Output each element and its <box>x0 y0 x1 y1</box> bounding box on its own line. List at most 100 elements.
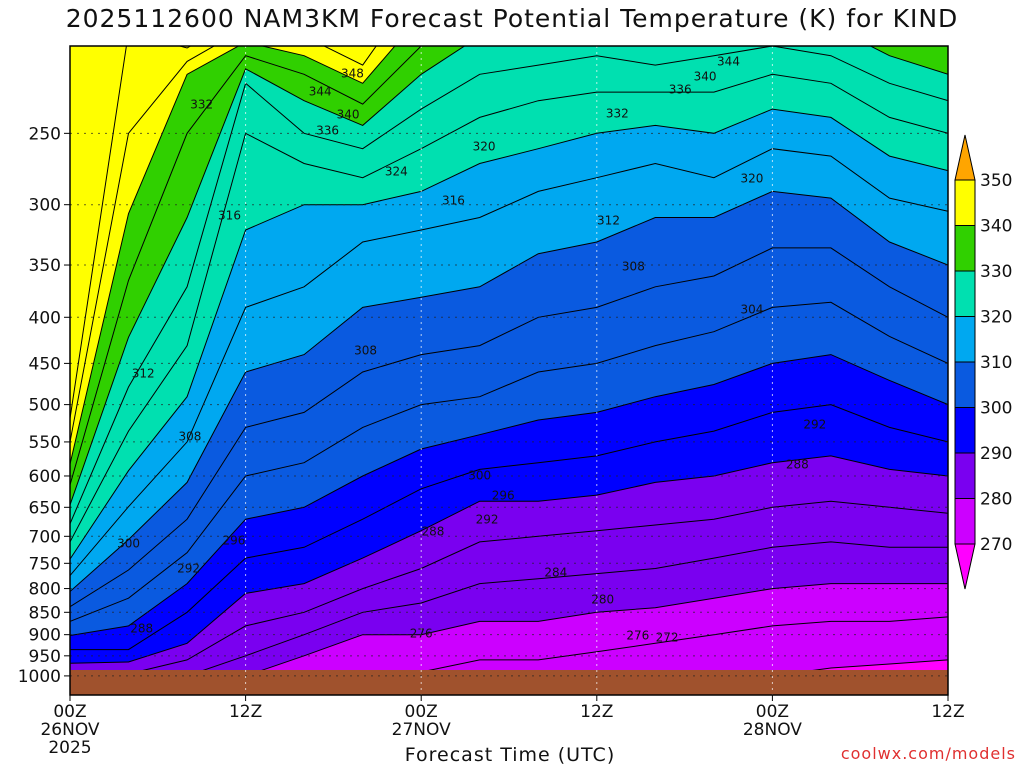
x-tick-label: 28NOV <box>743 720 802 740</box>
isentrope-300 <box>70 354 948 636</box>
y-tick-label: 300 <box>29 196 61 216</box>
contour-label: 292 <box>803 418 826 432</box>
band-above-340 <box>70 46 395 465</box>
isentrope-292 <box>70 455 948 664</box>
colorbar-label: 300 <box>980 399 1012 419</box>
contour-label: 324 <box>385 165 408 179</box>
contour-label: 292 <box>177 562 200 576</box>
axes: 250 300 350 400 450 500 550 600 650 700 750 800 850 9… <box>18 45 965 758</box>
contour-label: 272 <box>656 631 679 645</box>
isentrope-336 <box>70 46 948 486</box>
colorbar-arrow-top <box>954 134 976 181</box>
band-above-348 <box>70 46 363 419</box>
isentrope-332 <box>70 46 948 506</box>
isentrope-320 <box>70 108 948 560</box>
x-tick-label: 12Z <box>229 702 262 722</box>
contour-label: 340 <box>694 70 717 84</box>
x-tick-label: 26NOV <box>40 720 99 740</box>
contour-label: 344 <box>717 55 740 69</box>
colorbar-swatch <box>954 452 976 499</box>
contour-label: 316 <box>442 194 465 208</box>
colorbar: 350 340 330 320 310 300 290 280 270 <box>954 134 1012 590</box>
y-tick-label: 750 <box>29 554 61 574</box>
contour-label: 304 <box>740 303 763 317</box>
isentrope-316 <box>70 148 948 576</box>
colorbar-swatch <box>954 407 976 454</box>
y-tick-label: 450 <box>29 354 61 374</box>
contour-label: 320 <box>473 140 496 154</box>
isentrope-324 <box>70 73 948 543</box>
isentrope-312 <box>70 190 948 592</box>
y-tick-label: 650 <box>29 498 61 518</box>
y-tick-label: 600 <box>29 467 61 487</box>
contour-label: 308 <box>354 344 377 358</box>
contour-label: 292 <box>476 513 499 527</box>
isentrope-288 <box>70 500 948 677</box>
y-tick-label: 500 <box>29 396 61 416</box>
contour-label: 344 <box>309 85 332 99</box>
colorbar-label: 280 <box>980 490 1012 510</box>
x-tick-label: 00Z <box>756 702 789 722</box>
contour-label: 308 <box>622 260 645 274</box>
contour-label: 276 <box>626 629 649 643</box>
colorbar-label: 290 <box>980 444 1012 464</box>
contour-label: 284 <box>544 566 567 580</box>
contour-label: 332 <box>190 98 213 112</box>
colorbar-swatch <box>954 225 976 272</box>
colorbar-label: 310 <box>980 353 1012 373</box>
contour-label: 288 <box>130 622 153 636</box>
contour-label: 312 <box>132 367 155 381</box>
colorbar-swatch <box>954 361 976 408</box>
colorbar-label: 330 <box>980 262 1012 282</box>
credit-text: coolwx.com/models <box>840 744 1016 763</box>
y-tick-label: 900 <box>29 626 61 646</box>
chart-title: 2025112600 NAM3KM Forecast Potential Tem… <box>65 4 959 33</box>
isentrope-340 <box>70 46 396 465</box>
colorbar-swatch <box>954 270 976 317</box>
colorbar-arrow-bottom <box>954 543 976 590</box>
band-above-320 <box>70 46 948 560</box>
contour-label: 288 <box>421 525 444 539</box>
contour-label: 300 <box>117 537 140 551</box>
contour-label: 296 <box>492 489 515 503</box>
contour-label: 320 <box>740 172 763 186</box>
contour-label: 332 <box>606 107 629 121</box>
y-tick-label: 350 <box>29 256 61 276</box>
isentrope-304 <box>70 301 948 622</box>
colorbar-swatch <box>954 316 976 363</box>
colorbar-label: 350 <box>980 171 1012 191</box>
isentrope-296 <box>70 404 948 651</box>
colorbar-label: 340 <box>980 217 1012 237</box>
isentrope-284 <box>70 541 948 692</box>
colorbar-label: 320 <box>980 308 1012 328</box>
contour-label: 340 <box>337 108 360 122</box>
contour-label: 308 <box>179 430 202 444</box>
x-tick-label: 00Z <box>53 702 86 722</box>
contour-label: 348 <box>341 67 364 81</box>
contour-label: 296 <box>222 534 245 548</box>
contour-label: 288 <box>786 458 809 472</box>
y-tick-label: 400 <box>29 308 61 328</box>
colorbar-swatch <box>954 498 976 545</box>
y-tick-label: 850 <box>29 603 61 623</box>
contour-label: 300 <box>468 469 491 483</box>
colorbar-label: 270 <box>980 535 1012 555</box>
colorbar-swatch <box>954 179 976 226</box>
contour-label: 336 <box>316 124 339 138</box>
x-tick-label: 2025 <box>48 738 91 758</box>
y-tick-label: 700 <box>29 527 61 547</box>
x-axis-label: Forecast Time (UTC) <box>404 744 616 766</box>
y-tick-label: 1000 <box>18 667 61 687</box>
contour-label: 336 <box>669 83 692 97</box>
isentrope-328 <box>70 46 948 524</box>
isentrope-308 <box>70 247 948 608</box>
y-tick-label: 950 <box>29 647 61 667</box>
contour-label: 280 <box>591 593 614 607</box>
x-tick-label: 12Z <box>580 702 613 722</box>
x-tick-label: 12Z <box>931 702 964 722</box>
contour-label: 312 <box>597 214 620 228</box>
isentrope-276 <box>70 616 948 695</box>
y-tick-label: 250 <box>29 124 61 144</box>
